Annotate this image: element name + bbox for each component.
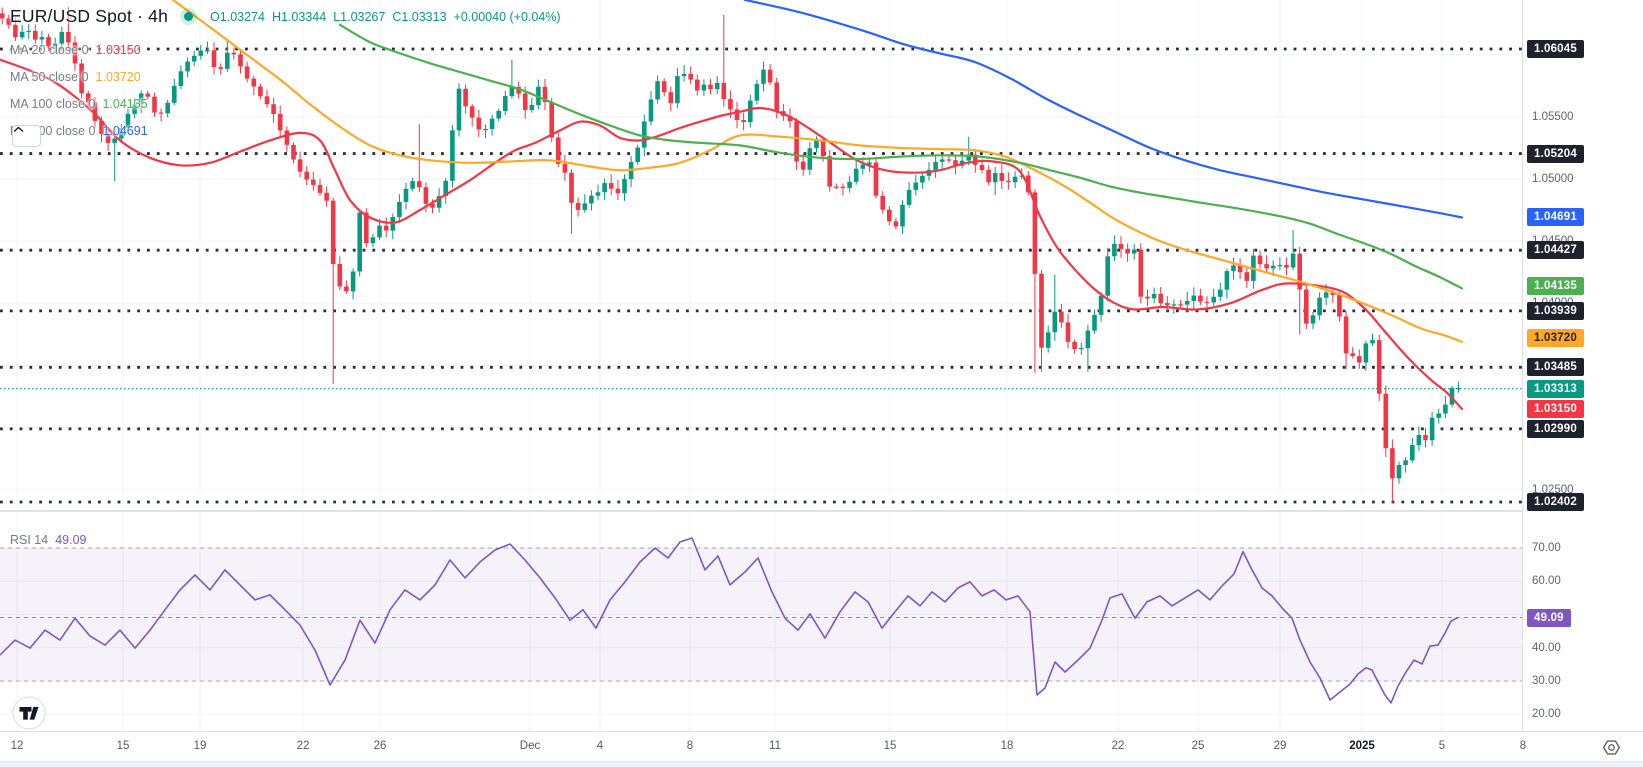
time-axis-label: 26 [373,740,387,752]
ma-legend-label: MA 50 close 0 [10,69,89,84]
ma-legend-label: MA 20 close 0 [10,42,89,57]
price-axis-badge: 1.06045 [1527,40,1584,58]
collapse-pane-button[interactable] [12,125,41,147]
change-value: +0.00040 (+0.04%) [453,9,561,24]
rsi-axis-tick: 30.00 [1532,675,1561,687]
time-axis-label: 18 [1000,740,1014,752]
low-value: L1.03267 [333,9,386,24]
ma-legend-value: 1.04691 [102,123,148,138]
bottom-strip [0,761,1643,767]
tradingview-logo[interactable] [12,696,46,730]
rsi-band [0,548,1522,681]
rsi-axis-tick: 40.00 [1532,641,1561,654]
time-axis-label: 2025 [1349,740,1375,752]
ma-legend-row[interactable]: MA 20 close 0 1.03150 [10,36,148,63]
symbol-legend[interactable]: EUR/USD Spot · 4h O1.03274 H1.03344 L1.0… [10,6,561,27]
time-axis-label: 5 [1438,740,1446,752]
rsi-axis-tick: 70.00 [1532,542,1561,554]
price-axis-badge: 1.05204 [1527,144,1584,163]
ma-line-ma20 [0,58,1464,411]
gear-icon [1602,740,1621,755]
price-axis-badge: 1.02402 [1527,492,1584,511]
time-axis-label: 22 [1111,740,1125,752]
ma-legend-value: 1.04135 [102,96,148,111]
price-axis-badge: 1.03939 [1527,301,1584,320]
time-axis[interactable]: 12 15 19 22 26 Dec 4 8 11 15 18 22 25 29 2025 5 8 [0,731,1643,763]
time-axis-label: 15 [883,740,897,752]
time-axis-label: 25 [1191,740,1205,752]
rsi-axis-badge: 49.09 [1527,608,1571,627]
rsi-label: RSI 14 [10,533,49,547]
rsi-axis-tick: 60.00 [1532,575,1561,588]
rsi-line [0,537,1459,704]
rsi-value: 49.09 [55,533,87,547]
time-axis-label: 8 [686,740,694,752]
price-axis-badge: 1.03150 [1527,399,1584,418]
price-axis-tick: 1.05500 [1532,110,1574,123]
price-axis-badge: 1.04427 [1527,241,1584,260]
time-axis-label: Dec [519,740,541,752]
high-value: H1.03344 [271,9,327,24]
ma-legend-row[interactable]: MA 50 close 0 1.03720 [10,63,148,90]
ma-legend-value: 1.03720 [95,69,141,84]
ma-line-ma200 [743,0,1464,219]
rsi-legend[interactable]: RSI 14 49.09 [10,533,87,547]
tradingview-logo-icon [12,696,46,730]
market-status-icon [180,8,198,25]
ma-legend-value: 1.03150 [95,42,141,57]
chevron-up-icon [13,126,24,133]
rsi-axis-tick: 20.00 [1532,708,1561,721]
candlestick-series [0,7,1461,503]
time-axis-label: 29 [1273,740,1287,752]
open-value: O1.03274 [210,9,265,24]
time-axis-label: 11 [769,740,781,752]
time-axis-label: 19 [193,740,207,752]
ohlc-values: O1.03274 H1.03344 L1.03267 C1.03313 +0.0… [210,10,561,24]
timezone-settings-button[interactable] [1601,737,1622,758]
price-axis-badge: 1.04691 [1527,208,1584,227]
price-axis[interactable]: 1.055001.050001.045001.040001.0250070.00… [1522,0,1643,731]
time-axis-label: 4 [596,740,604,752]
price-axis-badge: 1.03720 [1527,329,1584,348]
ma-legend-row[interactable]: MA 100 close 0 1.04135 [10,90,148,117]
price-axis-badge: 1.04135 [1527,277,1584,296]
price-axis-tick: 1.02500 [1532,483,1574,496]
price-axis-badge: 1.03485 [1527,358,1584,377]
time-axis-label: 15 [116,740,130,752]
price-axis-badge: 1.02990 [1527,419,1584,438]
time-axis-label: 22 [296,740,310,752]
time-axis-label: 12 [10,740,24,752]
ma-line-ma100 [338,23,1464,290]
close-value: C1.03313 [392,9,447,24]
time-axis-label: 8 [1519,740,1527,752]
ma-line-ma50 [171,0,1464,343]
price-axis-tick: 1.05000 [1532,172,1574,185]
symbol-title[interactable]: EUR/USD Spot · 4h [10,6,169,26]
price-axis-badge: 1.03313 [1527,379,1584,398]
ma-legend-label: MA 100 close 0 [10,96,96,111]
